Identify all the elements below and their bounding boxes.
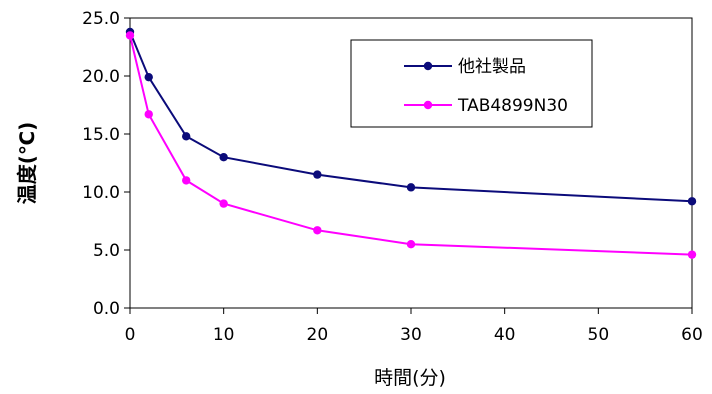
data-point [406, 240, 416, 249]
data-point [219, 153, 228, 162]
x-tick-label: 40 [494, 325, 516, 345]
y-tick-label: 0.0 [93, 299, 120, 319]
data-point [182, 176, 191, 185]
x-tick-label: 10 [213, 325, 235, 345]
data-point [687, 197, 697, 206]
data-point [182, 132, 191, 141]
legend-swatch-marker [423, 61, 433, 71]
x-tick-label: 50 [588, 325, 610, 345]
series-layer [125, 27, 697, 259]
data-point [125, 31, 135, 40]
legend-label: TAB4899N30 [457, 96, 568, 116]
data-point [219, 199, 228, 208]
data-point [144, 72, 153, 82]
x-tick-label: 20 [307, 325, 329, 345]
y-axis: 0.0 5.0 10.0 15.0 20.0 25.0 [82, 9, 130, 319]
x-tick-label: 0 [125, 325, 136, 345]
legend-swatch-marker [423, 100, 433, 110]
x-tick-label: 30 [400, 325, 422, 345]
data-point [313, 170, 322, 179]
x-tick-label: 60 [681, 325, 703, 345]
data-point [144, 110, 153, 119]
y-tick-label: 15.0 [82, 125, 120, 145]
y-tick-label: 25.0 [82, 9, 120, 29]
legend-box [350, 39, 593, 128]
y-tick-label: 20.0 [82, 67, 120, 87]
series-2 [125, 31, 697, 259]
legend-label: 他社製品 [458, 57, 526, 77]
data-point [313, 226, 322, 235]
y-axis-title: 温度(℃) [15, 122, 39, 205]
y-tick-label: 5.0 [93, 241, 120, 261]
data-point [406, 183, 416, 192]
x-axis: 0 10 20 30 40 50 60 [125, 308, 703, 345]
legend-item-2: TAB4899N30 [404, 96, 568, 116]
y-tick-label: 10.0 [82, 183, 120, 203]
legend-item-1: 他社製品 [404, 57, 526, 77]
x-axis-title: 時間(分) [374, 367, 446, 389]
data-point [687, 250, 697, 259]
legend: 他社製品 TAB4899N30 [350, 39, 593, 128]
